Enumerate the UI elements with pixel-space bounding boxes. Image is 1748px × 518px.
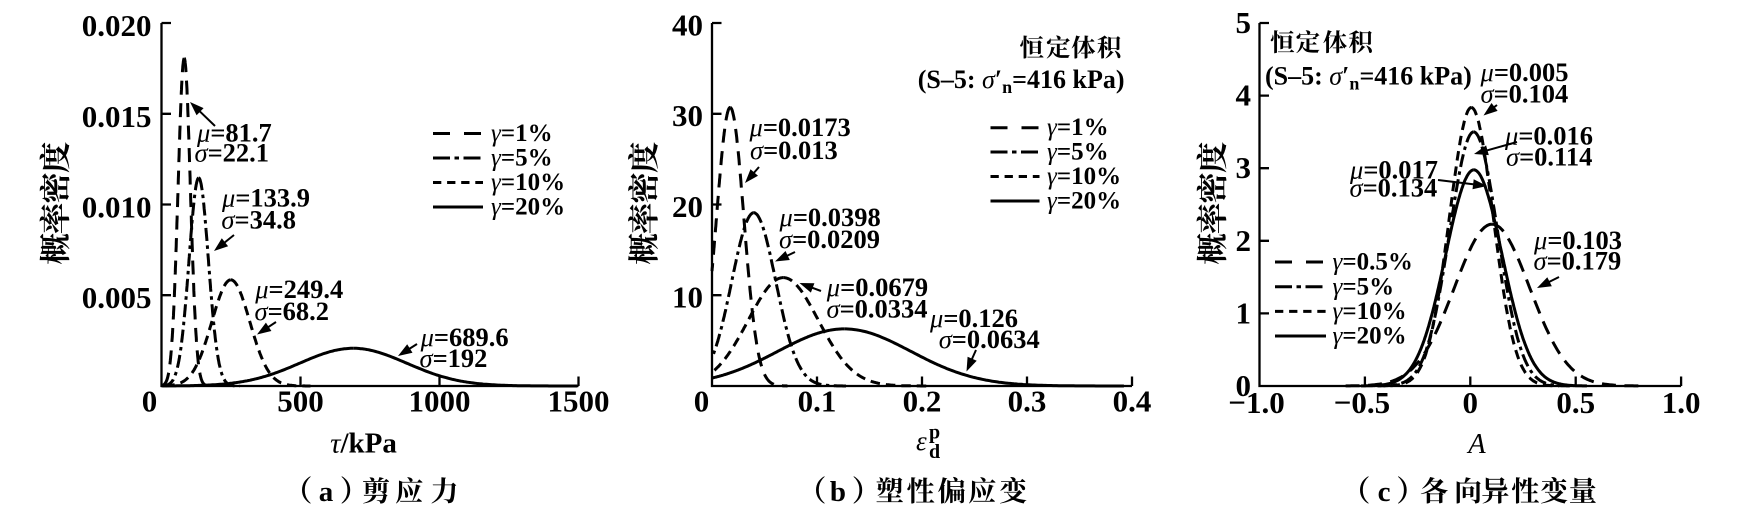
svg-text:40: 40 — [672, 7, 703, 42]
svg-text:(S–5: σ′n=416 kPa): (S–5: σ′n=416 kPa) — [1265, 62, 1472, 94]
svg-text:0.5: 0.5 — [1556, 385, 1595, 420]
svg-text:γ=20%: γ=20% — [1333, 323, 1407, 350]
svg-text:0.1: 0.1 — [798, 384, 837, 419]
svg-text:d: d — [929, 441, 940, 463]
svg-text:γ=20%: γ=20% — [491, 194, 565, 221]
svg-text:τ/kPa: τ/kPa — [330, 428, 397, 460]
svg-text:σ=68.2: σ=68.2 — [255, 296, 330, 326]
svg-text:0.4: 0.4 — [1113, 384, 1152, 419]
svg-text:1000: 1000 — [409, 384, 471, 419]
svg-text:0.015: 0.015 — [82, 99, 152, 134]
svg-text:0.2: 0.2 — [903, 384, 942, 419]
svg-text:p: p — [929, 422, 940, 444]
svg-text:10: 10 — [672, 280, 703, 315]
svg-text:4: 4 — [1236, 78, 1252, 113]
svg-text:γ=1%: γ=1% — [1047, 114, 1109, 141]
svg-text:σ=0.0209: σ=0.0209 — [779, 224, 880, 254]
svg-text:μ=0.103: μ=0.103 — [1533, 225, 1622, 255]
svg-text:2: 2 — [1236, 223, 1252, 258]
svg-text:0: 0 — [694, 384, 710, 419]
svg-text:μ=81.7: μ=81.7 — [196, 117, 272, 147]
svg-text:−1.0: −1.0 — [1228, 385, 1284, 420]
svg-text:γ=5%: γ=5% — [1333, 273, 1395, 300]
svg-text:μ=0.0679: μ=0.0679 — [826, 272, 928, 302]
svg-text:σ=0.134: σ=0.134 — [1350, 173, 1438, 203]
svg-text:0: 0 — [1236, 368, 1252, 403]
svg-text:b: b — [830, 476, 846, 508]
svg-text:σ=0.114: σ=0.114 — [1506, 142, 1592, 172]
svg-text:0.3: 0.3 — [1008, 384, 1047, 419]
svg-text:μ=0.016: μ=0.016 — [1504, 121, 1593, 151]
svg-text:σ=0.179: σ=0.179 — [1534, 246, 1622, 276]
svg-text:3: 3 — [1236, 150, 1252, 185]
svg-text:μ=0.126: μ=0.126 — [929, 303, 1018, 333]
svg-text:0.010: 0.010 — [82, 190, 152, 225]
svg-text:γ=1%: γ=1% — [491, 120, 553, 147]
svg-text:σ=0.0334: σ=0.0334 — [827, 294, 928, 324]
svg-text:μ=249.4: μ=249.4 — [254, 274, 343, 304]
svg-text:c: c — [1378, 476, 1391, 508]
svg-text:ε: ε — [916, 426, 927, 456]
svg-text:A: A — [1466, 429, 1486, 460]
svg-text:1.0: 1.0 — [1662, 385, 1701, 420]
svg-text:γ=0.5%: γ=0.5% — [1333, 249, 1413, 276]
svg-text:20: 20 — [672, 189, 703, 224]
svg-text:γ=5%: γ=5% — [491, 145, 553, 172]
svg-text:1500: 1500 — [548, 384, 610, 419]
svg-text:σ=0.0634: σ=0.0634 — [939, 324, 1040, 354]
svg-text:0.005: 0.005 — [82, 280, 152, 315]
svg-text:μ=0.005: μ=0.005 — [1480, 57, 1569, 87]
svg-text:γ=10%: γ=10% — [491, 169, 565, 196]
svg-text:γ=20%: γ=20% — [1047, 188, 1121, 215]
svg-text:σ=34.8: σ=34.8 — [221, 205, 296, 235]
svg-text:5: 5 — [1236, 5, 1252, 40]
svg-text:γ=10%: γ=10% — [1047, 163, 1121, 190]
svg-text:σ=192: σ=192 — [420, 343, 488, 373]
svg-text:(S–5: σ′n=416 kPa): (S–5: σ′n=416 kPa) — [918, 65, 1125, 97]
svg-text:γ=10%: γ=10% — [1333, 298, 1407, 325]
svg-text:0.020: 0.020 — [82, 8, 152, 43]
svg-text:μ=0.017: μ=0.017 — [1349, 154, 1438, 184]
svg-text:μ=133.9: μ=133.9 — [221, 183, 310, 213]
svg-text:σ=22.1: σ=22.1 — [195, 138, 270, 168]
svg-text:μ=0.0173: μ=0.0173 — [749, 112, 851, 142]
svg-text:500: 500 — [277, 384, 324, 419]
svg-text:σ=0.013: σ=0.013 — [750, 135, 838, 165]
svg-text:0: 0 — [1463, 385, 1479, 420]
svg-text:−0.5: −0.5 — [1334, 385, 1390, 420]
svg-text:μ=0.0398: μ=0.0398 — [779, 202, 881, 232]
svg-text:μ=689.6: μ=689.6 — [420, 322, 509, 352]
svg-text:0: 0 — [142, 384, 158, 419]
svg-text:γ=5%: γ=5% — [1047, 139, 1109, 166]
svg-text:30: 30 — [672, 98, 703, 133]
svg-text:σ=0.104: σ=0.104 — [1481, 79, 1569, 109]
svg-text:1: 1 — [1236, 295, 1252, 330]
svg-text:a: a — [319, 476, 334, 508]
